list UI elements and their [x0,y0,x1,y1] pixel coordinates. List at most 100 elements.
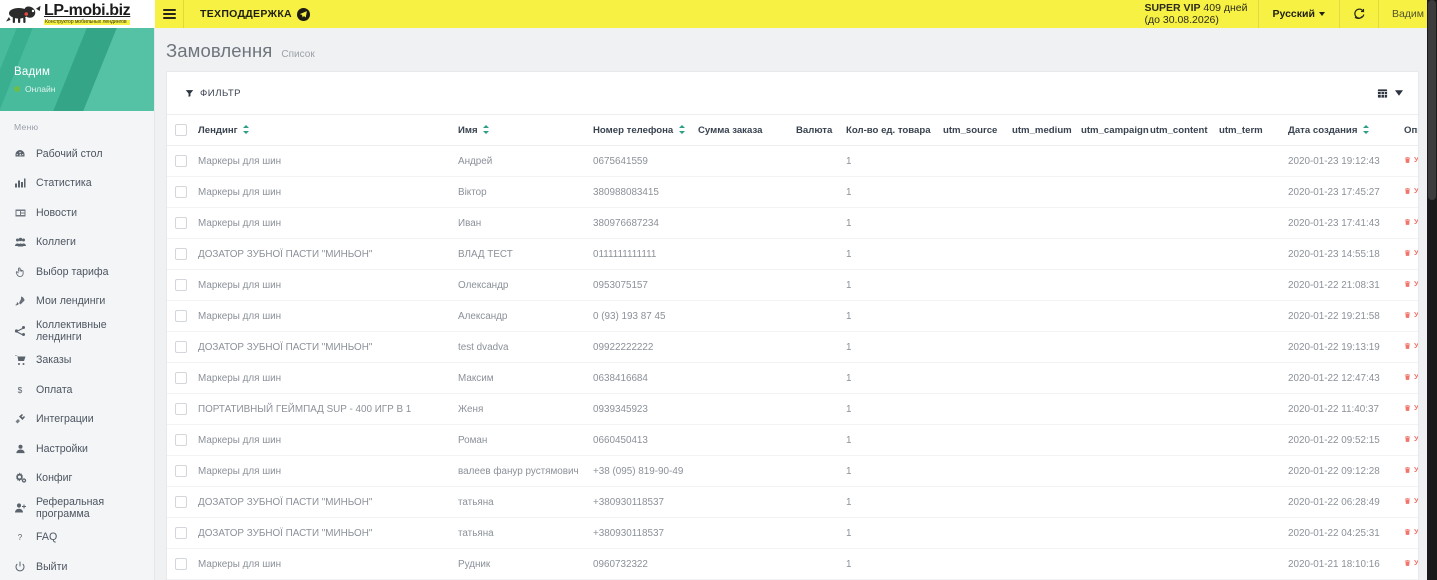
row-select-cell [167,362,198,394]
row-select-cell [167,145,198,177]
sidebar-item-label: FAQ [36,531,58,544]
row-checkbox[interactable] [175,279,187,291]
sidebar-item-integrations[interactable]: Интеграции [0,405,154,435]
sidebar-item-referral-program[interactable]: Реферальная программа [0,493,154,523]
column-header-currency: Валюта [796,115,846,146]
cell-created: 2020-01-22 21:08:31 [1288,269,1404,301]
column-header-landing[interactable]: Лендинг [198,115,458,146]
select-all-checkbox[interactable] [175,124,187,136]
delete-row-button[interactable]: УДАЛИТЬ [1404,403,1418,412]
delete-row-button[interactable]: УДАЛИТЬ [1404,558,1418,567]
trash-icon [1404,218,1411,226]
delete-row-button[interactable]: УДАЛИТЬ [1404,496,1418,505]
row-checkbox[interactable] [175,155,187,167]
sidebar-item-config[interactable]: Конфиг [0,464,154,494]
sidebar-item-news[interactable]: Новости [0,198,154,228]
filter-button[interactable]: ФИЛЬТР [185,88,241,99]
page-scrollbar[interactable] [1427,0,1437,580]
sidebar-toggle-button[interactable] [155,0,184,28]
table-row[interactable]: Маркеры для шин Иван 380976687234 1 2020-01-… [167,207,1418,239]
table-columns-icon [1377,88,1388,99]
menu-section-label: Меню [14,122,39,132]
sidebar-item-orders[interactable]: Заказы [0,346,154,376]
support-link[interactable]: ТЕХПОДДЕРЖКА [184,0,326,28]
sidebar-item-dashboard[interactable]: Рабочий стол [0,139,154,169]
column-header-name[interactable]: Имя [458,115,593,146]
sidebar-item-colleagues[interactable]: Коллеги [0,228,154,258]
column-label: utm_campaign [1081,124,1149,136]
row-checkbox[interactable] [175,465,187,477]
delete-row-button[interactable]: УДАЛИТЬ [1404,434,1418,443]
table-row[interactable]: Маркеры для шин Андрей 0675641559 1 2020-01-… [167,145,1418,177]
sidebar-item-my-landings[interactable]: Мои лендинги [0,287,154,317]
table-row[interactable]: ДОЗАТОР ЗУБНОЇ ПАСТИ "МИНЬОН" test dvadva… [167,331,1418,363]
table-row[interactable]: Маркеры для шин Роман 0660450413 1 2020-01-2… [167,424,1418,456]
delete-row-button[interactable]: УДАЛИТЬ [1404,186,1418,195]
cell-name: татьяна [458,517,593,549]
cell-landing: Маркеры для шин [198,300,458,332]
cell-sum [698,486,796,518]
table-row[interactable]: Маркеры для шин Максим 0638416684 1 2020-01-… [167,362,1418,394]
delete-row-button[interactable]: УДАЛИТЬ [1404,155,1418,164]
cell-currency [796,393,846,425]
column-header-phone[interactable]: Номер телефона [593,115,698,146]
telegram-icon [296,7,310,21]
sidebar-item-tariff[interactable]: Выбор тарифа [0,257,154,287]
delete-row-button[interactable]: УДАЛИТЬ [1404,341,1418,350]
delete-row-button[interactable]: УДАЛИТЬ [1404,279,1418,288]
delete-row-button[interactable]: УДАЛИТЬ [1404,372,1418,381]
table-row[interactable]: Маркеры для шин Олександр 0953075157 1 2020-… [167,269,1418,301]
cell-created: 2020-01-22 19:21:58 [1288,300,1404,332]
row-checkbox[interactable] [175,248,187,260]
row-checkbox[interactable] [175,341,187,353]
user-menu[interactable]: Вадим [1377,0,1437,28]
delete-row-button[interactable]: УДАЛИТЬ [1404,527,1418,536]
sidebar-item-collective-landings[interactable]: Коллективные лендинги [0,316,154,346]
column-header-created[interactable]: Дата создания [1288,115,1404,146]
table-row[interactable]: Маркеры для шин Віктор 380988083415 1 2020-0… [167,176,1418,208]
page-scrollbar-thumb[interactable] [1428,0,1436,200]
dollar-icon: $ [13,384,27,396]
sort-icon [678,124,685,134]
table-row[interactable]: ДОЗАТОР ЗУБНОЇ ПАСТИ "МИНЬОН" татьяна +380… [167,517,1418,549]
cell-utm-campaign [1081,548,1150,580]
cell-qty: 1 [846,517,943,549]
refresh-button[interactable] [1338,0,1378,28]
sidebar-item-logout[interactable]: Выйти [0,552,154,580]
sidebar-item-statistics[interactable]: Статистика [0,169,154,199]
row-checkbox[interactable] [175,372,187,384]
cell-utm-term [1219,176,1288,208]
cell-name: татьяна [458,486,593,518]
hand-pointer-icon [13,266,27,278]
row-checkbox[interactable] [175,527,187,539]
row-checkbox[interactable] [175,310,187,322]
table-row[interactable]: ДОЗАТОР ЗУБНОЇ ПАСТИ "МИНЬОН" ВЛАД ТЕСТ 01… [167,238,1418,270]
delete-row-button[interactable]: УДАЛИТЬ [1404,217,1418,226]
delete-row-button[interactable]: УДАЛИТЬ [1404,465,1418,474]
row-checkbox[interactable] [175,217,187,229]
language-selector[interactable]: Русский [1257,0,1339,28]
sidebar-item-payment[interactable]: $ Оплата [0,375,154,405]
delete-row-button[interactable]: УДАЛИТЬ [1404,310,1418,319]
row-checkbox[interactable] [175,434,187,446]
cell-utm-campaign [1081,176,1150,208]
cell-sum [698,238,796,270]
row-checkbox[interactable] [175,403,187,415]
brand-logo[interactable]: LP-mobi.biz Конструктор мобильных лендин… [0,0,155,28]
column-chooser-button[interactable] [1377,88,1406,99]
table-row[interactable]: Маркеры для шин валеев фанур рустямович +3… [167,455,1418,487]
row-checkbox[interactable] [175,558,187,570]
delete-row-button[interactable]: УДАЛИТЬ [1404,248,1418,257]
column-label: utm_source [943,124,998,136]
row-checkbox[interactable] [175,186,187,198]
table-row[interactable]: Маркеры для шин Рудник 0960732322 1 2020-01-… [167,548,1418,580]
row-checkbox[interactable] [175,496,187,508]
cell-created: 2020-01-23 19:12:43 [1288,145,1404,177]
cell-sum [698,455,796,487]
gears-icon [13,472,27,484]
table-row[interactable]: ДОЗАТОР ЗУБНОЇ ПАСТИ "МИНЬОН" татьяна +380… [167,486,1418,518]
sidebar-item-settings[interactable]: Настройки [0,434,154,464]
table-row[interactable]: ПОРТАТИВНЫЙ ГЕЙМПАД SUP - 400 ИГР В 1 Жен… [167,393,1418,425]
table-row[interactable]: Маркеры для шин Александр 0 (93) 193 87 45… [167,300,1418,332]
sidebar-item-faq[interactable]: ? FAQ [0,523,154,553]
